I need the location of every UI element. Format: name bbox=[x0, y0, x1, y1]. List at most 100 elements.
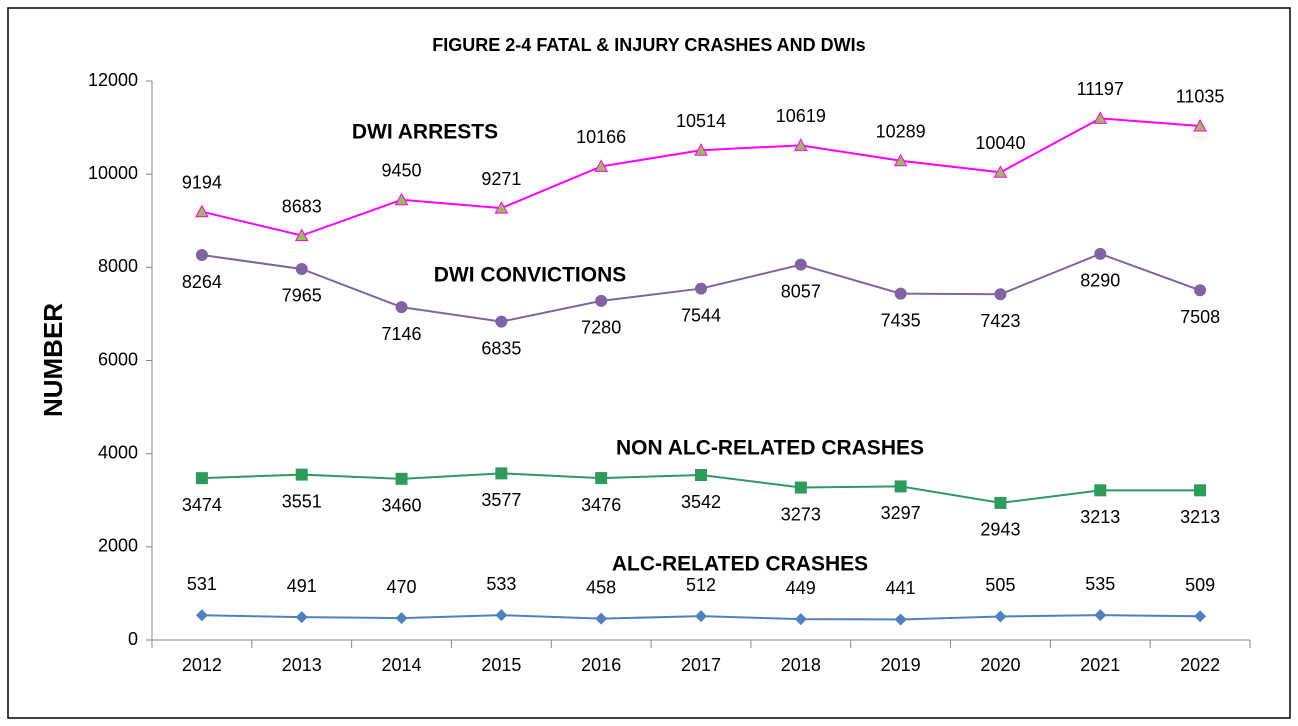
data-label: 10289 bbox=[876, 121, 926, 141]
data-label: 10514 bbox=[676, 111, 726, 131]
data-label: 11197 bbox=[1077, 79, 1124, 99]
data-label: 11035 bbox=[1176, 87, 1225, 107]
data-label: 491 bbox=[287, 576, 317, 596]
data-label: 3297 bbox=[881, 503, 921, 523]
marker bbox=[595, 612, 608, 625]
data-label: 533 bbox=[486, 574, 516, 594]
y-tick-label: 10000 bbox=[88, 163, 138, 183]
data-label: 531 bbox=[187, 574, 217, 594]
marker bbox=[1094, 484, 1107, 497]
x-tick-label: 2012 bbox=[182, 655, 222, 675]
data-label: 441 bbox=[886, 578, 916, 598]
data-label: 8290 bbox=[1080, 271, 1120, 291]
x-tick-label: 2022 bbox=[1180, 655, 1220, 675]
y-tick-label: 0 bbox=[128, 629, 138, 649]
marker bbox=[195, 204, 209, 218]
marker bbox=[395, 472, 408, 485]
marker bbox=[1194, 610, 1207, 623]
marker bbox=[295, 611, 308, 624]
x-tick-label: 2015 bbox=[481, 655, 521, 675]
marker bbox=[1094, 609, 1107, 622]
marker bbox=[294, 228, 309, 242]
marker bbox=[1194, 484, 1207, 497]
data-label: 8264 bbox=[182, 272, 222, 292]
marker bbox=[695, 469, 707, 482]
marker bbox=[695, 610, 707, 623]
data-label: 10040 bbox=[975, 133, 1025, 153]
marker bbox=[495, 315, 508, 328]
marker bbox=[295, 468, 308, 481]
marker bbox=[1094, 247, 1107, 260]
data-label: 10166 bbox=[576, 127, 626, 147]
marker bbox=[894, 287, 907, 300]
marker bbox=[394, 192, 409, 206]
data-label: 458 bbox=[586, 577, 616, 597]
marker bbox=[994, 288, 1007, 301]
marker bbox=[794, 613, 807, 626]
data-label: 8057 bbox=[781, 281, 821, 301]
series-name: NON ALC-RELATED CRASHES bbox=[616, 437, 924, 460]
series-name: ALC-RELATED CRASHES bbox=[612, 553, 868, 576]
series-name: DWI CONVICTIONS bbox=[434, 264, 627, 287]
data-label: 3551 bbox=[282, 491, 322, 511]
marker bbox=[494, 201, 509, 214]
marker bbox=[893, 153, 908, 167]
data-label: 3476 bbox=[581, 495, 621, 515]
marker bbox=[695, 282, 707, 295]
marker bbox=[594, 159, 609, 172]
data-label: 3273 bbox=[781, 504, 821, 524]
data-label: 449 bbox=[786, 578, 816, 598]
marker bbox=[195, 609, 208, 622]
marker bbox=[794, 481, 807, 494]
data-label: 8683 bbox=[282, 196, 322, 216]
y-tick-label: 2000 bbox=[98, 536, 138, 556]
marker bbox=[1093, 111, 1108, 124]
data-label: 7544 bbox=[681, 305, 721, 325]
data-label: 7423 bbox=[980, 311, 1020, 331]
data-label: 9450 bbox=[382, 161, 422, 181]
marker bbox=[894, 480, 907, 493]
data-label: 3213 bbox=[1080, 507, 1120, 527]
data-label: 7435 bbox=[881, 310, 921, 330]
data-label: 535 bbox=[1085, 574, 1115, 594]
data-label: 7280 bbox=[581, 318, 621, 338]
marker bbox=[495, 467, 508, 480]
marker bbox=[794, 258, 807, 271]
y-axis-label: NUMBER bbox=[38, 303, 68, 417]
marker bbox=[195, 472, 208, 485]
data-label: 470 bbox=[387, 577, 417, 597]
marker bbox=[994, 610, 1007, 623]
y-tick-label: 6000 bbox=[98, 349, 138, 369]
marker bbox=[1194, 284, 1207, 297]
data-label: 505 bbox=[985, 575, 1015, 595]
data-label: 10619 bbox=[776, 106, 826, 126]
x-tick-label: 2013 bbox=[282, 655, 322, 675]
data-label: 9271 bbox=[481, 169, 521, 189]
marker bbox=[295, 262, 308, 275]
chart-border bbox=[7, 7, 1291, 719]
data-label: 7965 bbox=[282, 286, 322, 306]
data-label: 6835 bbox=[481, 338, 521, 358]
marker bbox=[595, 472, 608, 485]
x-tick-label: 2014 bbox=[382, 655, 422, 675]
series-name: DWI ARRESTS bbox=[352, 121, 498, 144]
x-tick-label: 2016 bbox=[581, 655, 621, 675]
data-label: 9194 bbox=[182, 172, 222, 192]
marker bbox=[395, 612, 408, 625]
y-tick-label: 8000 bbox=[98, 256, 138, 276]
x-tick-label: 2017 bbox=[681, 655, 721, 675]
data-label: 3542 bbox=[681, 492, 721, 512]
data-label: 7508 bbox=[1180, 307, 1220, 327]
y-tick-label: 12000 bbox=[88, 70, 138, 90]
data-label: 512 bbox=[686, 575, 716, 595]
marker bbox=[694, 143, 708, 156]
data-label: 509 bbox=[1185, 575, 1215, 595]
marker bbox=[793, 138, 808, 151]
marker bbox=[1193, 118, 1207, 132]
marker bbox=[994, 496, 1007, 509]
y-tick-label: 4000 bbox=[98, 442, 138, 462]
marker bbox=[595, 294, 608, 307]
data-label: 3577 bbox=[481, 490, 521, 510]
marker bbox=[894, 613, 907, 626]
